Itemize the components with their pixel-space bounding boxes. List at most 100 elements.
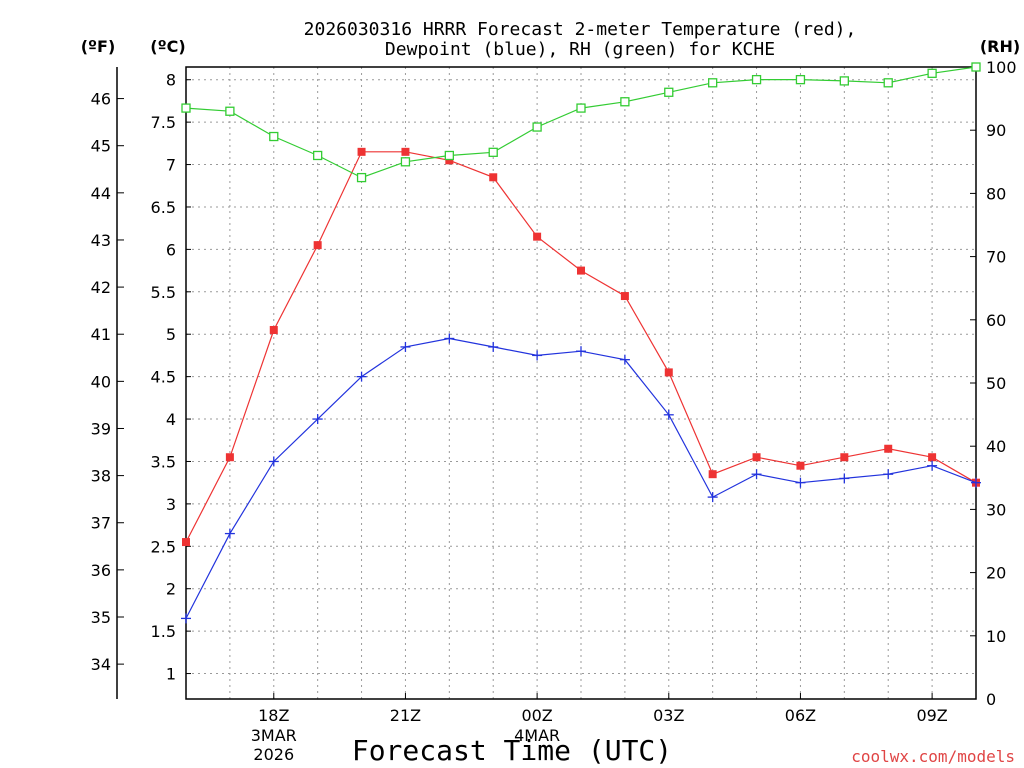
temperature-point — [620, 292, 629, 301]
temperature-point — [752, 453, 761, 462]
temperature-point — [928, 453, 937, 462]
x-tick-label: 06Z — [785, 706, 816, 725]
rh-tick-label: 50 — [986, 374, 1006, 393]
celsius-tick-label: 5.5 — [151, 283, 176, 302]
x-tick-sublabel: 3MAR — [251, 726, 297, 745]
fahrenheit-tick-label: 36 — [91, 561, 111, 580]
watermark: coolwx.com/models — [851, 747, 1015, 766]
dewpoint-point — [751, 469, 762, 480]
dewpoint-point — [576, 346, 586, 357]
dewpoint-point — [883, 469, 894, 480]
rh-point — [664, 87, 674, 97]
rh-series — [181, 62, 981, 183]
fahrenheit-tick-label: 43 — [91, 231, 111, 250]
rh-tick-label: 90 — [986, 121, 1006, 140]
celsius-tick-label: 8 — [166, 71, 176, 90]
dewpoint-series — [181, 333, 981, 624]
chart-title-line-2: Dewpoint (blue), RH (green) for KCHE — [385, 39, 775, 60]
x-tick-sublabel: 4MAR — [514, 726, 560, 745]
rh-point — [181, 103, 191, 113]
chart-title-line-1: 2026030316 HRRR Forecast 2-meter Tempera… — [304, 19, 857, 40]
celsius-tick-label: 1.5 — [151, 622, 176, 641]
rh-point — [751, 74, 762, 85]
celsius-tick-label: 6 — [166, 240, 176, 259]
temperature-point — [533, 232, 542, 241]
temperature-point — [664, 368, 673, 377]
rh-tick-label: 100 — [986, 58, 1017, 77]
celsius-unit-label: (ºC) — [150, 37, 185, 56]
temperature-point — [577, 266, 585, 275]
fahrenheit-unit-label: (ºF) — [81, 37, 116, 56]
rh-point — [488, 147, 498, 157]
dewpoint-point — [400, 341, 411, 352]
celsius-tick-label: 3.5 — [151, 452, 176, 471]
celsius-tick-label: 2 — [166, 580, 176, 599]
dewpoint-point — [444, 333, 455, 344]
temperature-point — [489, 173, 498, 182]
fahrenheit-tick-label: 44 — [91, 184, 111, 203]
x-tick-sublabel: 2026 — [253, 745, 294, 764]
rh-point — [795, 74, 806, 85]
temperature-point — [313, 241, 322, 250]
x-axis-label: Forecast Time (UTC) — [352, 734, 672, 767]
temperature-point — [225, 453, 234, 462]
x-tick-label: 09Z — [916, 706, 947, 725]
rh-unit-label: (RH) — [980, 37, 1020, 56]
temperature-point — [182, 538, 190, 547]
dewpoint-point — [971, 477, 981, 488]
rh-point — [839, 76, 849, 86]
axes — [116, 66, 977, 700]
temperature-point — [401, 147, 410, 156]
fahrenheit-tick-label: 46 — [91, 90, 111, 109]
fahrenheit-tick-label: 42 — [91, 278, 111, 297]
dewpoint-point — [839, 473, 850, 484]
x-tick-label: 03Z — [653, 706, 684, 725]
rh-tick-label: 30 — [986, 500, 1006, 519]
x-tick-label: 21Z — [390, 706, 421, 725]
rh-tick-label: 0 — [986, 690, 996, 709]
dewpoint-point — [356, 371, 367, 382]
rh-tick-label: 60 — [986, 311, 1006, 330]
rh-point — [708, 78, 718, 88]
fahrenheit-tick-label: 41 — [91, 325, 111, 344]
celsius-tick-label: 4 — [166, 410, 176, 429]
celsius-tick-label: 3 — [166, 495, 176, 514]
celsius-tick-label: 6.5 — [151, 198, 176, 217]
dewpoint-point — [795, 477, 806, 488]
fahrenheit-tick-label: 38 — [91, 467, 111, 486]
rh-tick-label: 10 — [986, 627, 1006, 646]
tick-labels: 1 1.5 2 2.5 3 3.5 4 4.5 5 5.5 6 6.5 7 7.5 8 34 35 36 37 38 3… — [91, 58, 1017, 764]
rh-point — [883, 78, 893, 88]
rh-point — [269, 131, 279, 142]
rh-point — [620, 97, 630, 107]
rh-point — [532, 122, 542, 132]
rh-point — [576, 103, 586, 113]
celsius-tick-label: 7.5 — [151, 113, 176, 132]
dewpoint-point — [181, 613, 191, 624]
rh-point — [444, 150, 454, 161]
x-tick-label: 00Z — [521, 706, 552, 725]
temperature-point — [708, 470, 717, 479]
temperature-point — [357, 147, 366, 156]
rh-point — [971, 62, 981, 72]
rh-point — [927, 68, 937, 78]
rh-tick-label: 20 — [986, 564, 1006, 583]
grid-lines — [186, 67, 976, 699]
fahrenheit-tick-label: 37 — [91, 514, 111, 533]
dewpoint-point — [268, 456, 279, 467]
fahrenheit-tick-label: 39 — [91, 419, 111, 438]
fahrenheit-tick-label: 35 — [91, 608, 111, 627]
dewpoint-point — [663, 409, 674, 420]
dewpoint-point — [707, 492, 718, 503]
dewpoint-point — [312, 414, 323, 425]
x-tick-label: 18Z — [258, 706, 289, 725]
rh-point — [225, 106, 235, 116]
fahrenheit-tick-label: 45 — [91, 137, 111, 156]
celsius-tick-label: 7 — [166, 156, 176, 175]
dewpoint-point — [488, 341, 499, 352]
fahrenheit-tick-label: 34 — [91, 655, 111, 674]
dewpoint-point — [619, 354, 630, 365]
fahrenheit-tick-label: 40 — [91, 372, 111, 391]
celsius-tick-label: 1 — [166, 665, 176, 684]
